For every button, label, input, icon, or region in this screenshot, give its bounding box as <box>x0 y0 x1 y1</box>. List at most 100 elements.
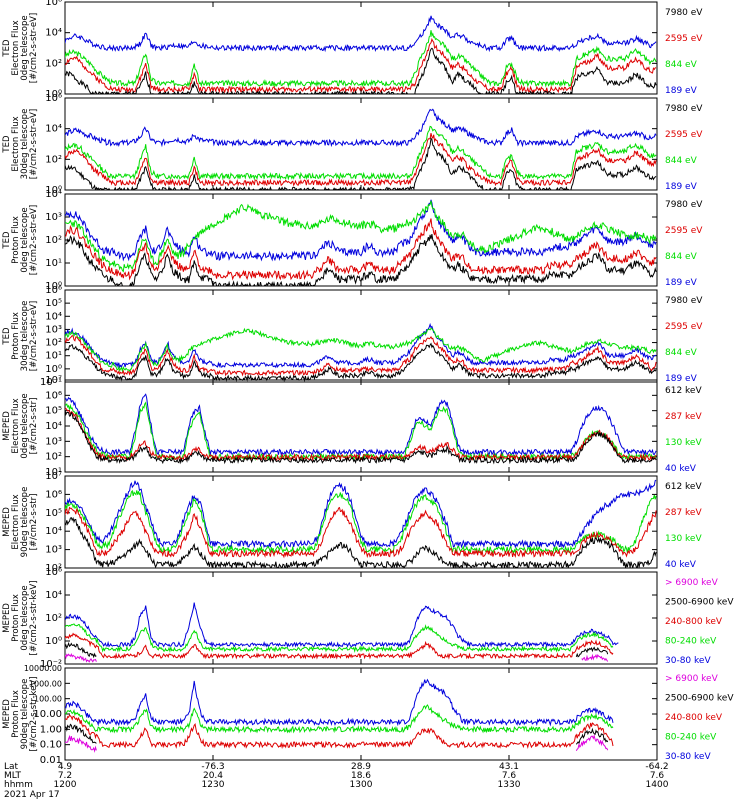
y-tick-label: 10⁴ <box>45 124 62 135</box>
legend-entry: 2595 eV <box>665 226 703 236</box>
y-tick-label: 10³ <box>45 324 62 335</box>
series-line <box>65 401 657 462</box>
series-line <box>65 506 657 559</box>
legend-entry: 189 eV <box>665 278 698 288</box>
series-line <box>65 623 614 653</box>
panel-frame <box>64 289 658 383</box>
y-tick-label: 10⁶ <box>45 567 62 578</box>
y-axis-label: Proton Flux <box>11 216 21 264</box>
legend-entry: 40 keV <box>665 464 697 474</box>
footer-tick-time: 1400 <box>646 780 669 790</box>
series-line <box>65 125 657 181</box>
y-axis-label: [#/cm2-s-str] <box>29 398 39 455</box>
y-axis-label: 0deg telescope <box>20 393 30 458</box>
legend-entry: 7980 eV <box>665 8 703 18</box>
footer-label-mlt: MLT <box>4 771 22 781</box>
panel-1: 10⁶ 10⁴ 10² 10⁰ TED Electron Flux 0deg telesco… <box>2 0 703 100</box>
panel-frame <box>64 475 658 569</box>
series-line <box>65 678 614 727</box>
panel-6: 10⁷ 10⁶ 10⁵ 10⁴ 10³ 10² MEPED Electron Flux 90de… <box>2 471 702 574</box>
y-tick-label: 1.00 <box>40 724 62 735</box>
legend-entry: 7980 eV <box>665 104 703 114</box>
legend-entry: > 6900 keV <box>665 674 719 684</box>
y-axis-label: 30deg telescope <box>20 109 30 180</box>
series-line <box>65 200 657 273</box>
y-axis-label: TED <box>2 39 12 58</box>
y-tick-label: 10² <box>45 563 62 574</box>
footer-tick-mlt: 18.6 <box>351 771 371 781</box>
legend-entry: 130 keV <box>665 534 702 544</box>
legend-entry: 7980 eV <box>665 200 703 210</box>
legend-entry: 2500-6900 keV <box>665 598 734 608</box>
series-line <box>65 409 657 465</box>
series-line <box>65 132 657 187</box>
y-tick-label: 10⁻² <box>40 659 62 670</box>
legend-entry: 2595 eV <box>665 322 703 332</box>
series-line <box>65 714 614 750</box>
legend-entry: 2500-6900 keV <box>665 694 734 704</box>
legend-entry: 240-800 keV <box>665 617 723 627</box>
legend-entry: 240-800 keV <box>665 713 723 723</box>
legend-entry: 130 keV <box>665 438 702 448</box>
legend-entry: 30-80 keV <box>665 656 711 666</box>
legend-entry: 2595 eV <box>665 34 703 44</box>
y-tick-label: 10⁰ <box>45 636 62 647</box>
panel-3: 10⁴ 10³ 10² 10¹ 10⁰ TED Proton Flux 0deg telesc… <box>2 189 703 292</box>
y-tick-label: 10⁶ <box>45 390 62 401</box>
footer-tick-mlt: 7.2 <box>58 771 72 781</box>
series-line <box>65 489 657 555</box>
y-tick-label: 100.00 <box>34 695 62 704</box>
legend-entry: 80-240 keV <box>665 733 717 743</box>
series-line <box>65 704 614 734</box>
y-tick-label: 10⁻¹ <box>40 377 62 388</box>
y-axis-label: 90deg telescope <box>20 679 30 750</box>
legend-entry: 844 eV <box>665 156 698 166</box>
series-line <box>65 199 657 262</box>
y-tick-label: 10⁴ <box>45 590 62 601</box>
series-line <box>65 516 657 568</box>
y-axis-label: [#/cm2-s-str-eV] <box>29 13 39 83</box>
series-line <box>65 47 657 94</box>
y-tick-label: 0.01 <box>40 755 62 766</box>
series-line <box>65 334 657 377</box>
series-line <box>65 218 657 281</box>
y-axis-label: TED <box>2 135 12 154</box>
y-axis-label: MEPED <box>2 603 12 633</box>
y-axis-label: Proton Flux <box>11 690 21 738</box>
legend-entry: 189 eV <box>665 86 698 96</box>
y-tick-label: 10⁶ <box>45 0 62 8</box>
y-tick-label: 10⁵ <box>45 508 62 519</box>
series-line <box>65 641 609 659</box>
series-line <box>65 602 619 649</box>
series-line <box>65 632 614 660</box>
footer-ticks: 4.97.21200-76.320.4123028.918.6130043.17… <box>54 762 669 790</box>
y-tick-label: 10⁰ <box>45 281 62 292</box>
legend-entry: 844 eV <box>665 60 698 70</box>
series-line <box>65 653 609 663</box>
y-tick-label: 10⁰ <box>45 89 62 100</box>
y-axis-label: Electron Flux <box>11 116 21 171</box>
y-tick-label: 10³ <box>45 436 62 447</box>
y-axis-label: Electron Flux <box>11 20 21 75</box>
panel-4: 10⁶ 10⁵ 10⁴ 10³ 10² 10¹ 10⁰ 10⁻¹ TED Proton Flux 3… <box>2 285 703 388</box>
footer-tick-time: 1300 <box>350 780 373 790</box>
legend-entry: 80-240 keV <box>665 637 717 647</box>
panel-frame <box>64 667 658 761</box>
legend-entry: 844 eV <box>665 252 698 262</box>
footer-label-lat: Lat <box>4 762 19 772</box>
y-axis-label: [#/cm2-s-str-keV] <box>29 677 39 752</box>
footer-tick-lat: 4.9 <box>58 762 73 772</box>
series-line <box>65 327 657 373</box>
y-tick-label: 10.00 <box>33 709 62 720</box>
y-axis-label: TED <box>2 327 12 346</box>
y-tick-label: 0.10 <box>40 740 62 751</box>
y-tick-label: 10² <box>45 58 62 69</box>
series-line <box>65 108 657 148</box>
y-tick-label: 10⁰ <box>45 185 62 196</box>
panel-7: 10⁶ 10⁴ 10² 10⁰ 10⁻² MEPED Proton Flux 0deg tel… <box>2 567 734 670</box>
y-tick-label: 10⁵ <box>45 406 62 417</box>
footer-tick-time: 1330 <box>498 780 521 790</box>
legend-entry: 612 keV <box>665 386 702 396</box>
y-tick-label: 10² <box>45 154 62 165</box>
y-tick-label: 10² <box>45 613 62 624</box>
